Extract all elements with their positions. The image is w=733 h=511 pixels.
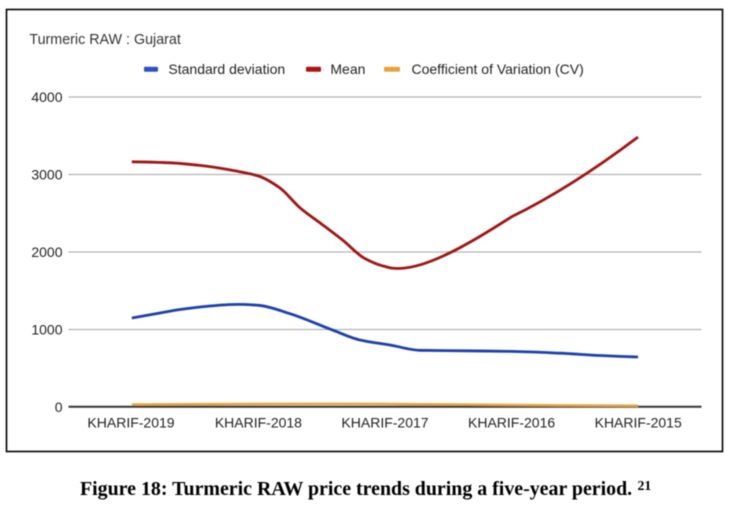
- svg-text:3000: 3000: [31, 167, 62, 183]
- svg-text:2000: 2000: [31, 244, 62, 260]
- svg-text:KHARIF-2017: KHARIF-2017: [341, 415, 428, 431]
- svg-text:Mean: Mean: [330, 61, 365, 77]
- svg-text:Coefficient of Variation (CV): Coefficient of Variation (CV): [412, 61, 584, 77]
- svg-text:KHARIF-2018: KHARIF-2018: [215, 415, 302, 431]
- svg-text:KHARIF-2016: KHARIF-2016: [468, 415, 555, 431]
- svg-text:KHARIF-2015: KHARIF-2015: [595, 415, 682, 431]
- svg-text:KHARIF-2019: KHARIF-2019: [87, 415, 174, 431]
- svg-text:1000: 1000: [31, 322, 62, 338]
- svg-text:0: 0: [55, 399, 63, 415]
- svg-text:Figure 18: Turmeric RAW price: Figure 18: Turmeric RAW price trends dur…: [80, 478, 632, 500]
- svg-text:21: 21: [638, 478, 652, 493]
- svg-text:Turmeric RAW : Gujarat: Turmeric RAW : Gujarat: [29, 32, 180, 48]
- svg-text:4000: 4000: [31, 89, 62, 105]
- svg-text:Standard deviation: Standard deviation: [168, 61, 285, 77]
